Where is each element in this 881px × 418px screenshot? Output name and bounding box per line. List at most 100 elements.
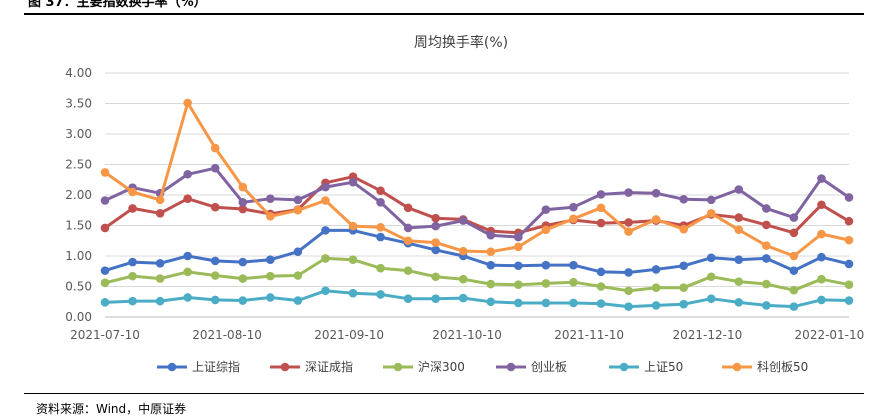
series-2 [100, 254, 854, 296]
data-point [100, 298, 110, 307]
data-point [762, 220, 771, 230]
x-tick-label: 2021-09-10 [314, 328, 384, 342]
legend-label: 深证成指 [305, 359, 353, 374]
data-point [706, 272, 716, 282]
data-point [210, 295, 220, 305]
data-point [321, 254, 330, 263]
data-point [844, 216, 854, 226]
x-tick-label: 2021-07-10 [70, 328, 140, 342]
legend-item: 创业板 [496, 360, 567, 374]
legend-swatch-marker [280, 362, 290, 372]
data-point [651, 188, 661, 198]
data-point [514, 261, 523, 271]
data-point [514, 298, 523, 308]
data-point [100, 266, 110, 275]
data-point [486, 230, 496, 240]
data-point [844, 235, 854, 245]
figure-header: 图 37：主要指数换手率（%） [28, 0, 207, 10]
data-point [100, 223, 110, 233]
data-point [541, 279, 551, 288]
data-point [100, 278, 110, 288]
data-point [210, 143, 220, 153]
series-0 [100, 226, 854, 277]
data-point [293, 195, 303, 205]
data-point [238, 257, 248, 267]
data-point [348, 221, 358, 231]
bottom-rule [24, 393, 864, 394]
data-point [238, 198, 248, 207]
series-line [104, 175, 850, 235]
data-point [403, 294, 413, 304]
data-point [183, 293, 192, 302]
data-point [762, 204, 771, 213]
data-point [266, 271, 275, 281]
y-tick-label: 3.00 [65, 127, 92, 141]
y-tick-label: 0.50 [65, 280, 92, 294]
data-point [514, 232, 523, 242]
data-point [706, 209, 716, 218]
data-point [734, 277, 744, 286]
data-point [321, 286, 330, 296]
data-point [376, 290, 385, 299]
data-point [458, 216, 468, 225]
series-3 [100, 163, 854, 242]
data-point [293, 205, 303, 215]
data-point [486, 297, 496, 307]
data-point [100, 196, 110, 205]
data-point [266, 194, 275, 203]
data-point [321, 182, 330, 192]
data-point [183, 169, 192, 179]
data-point [596, 282, 606, 291]
data-point [376, 186, 385, 196]
y-tick-label: 1.50 [65, 219, 92, 233]
data-point [210, 202, 220, 212]
y-axis: 0.00 0.50 1.00 1.50 2.00 2.50 3.00 3.50 4.00 [65, 66, 92, 324]
series-5 [100, 98, 854, 261]
y-tick-label: 2.00 [65, 188, 92, 202]
data-point [155, 274, 165, 283]
data-point [844, 193, 854, 202]
data-point [514, 242, 523, 252]
data-point [266, 212, 275, 221]
data-point [651, 265, 661, 274]
data-point [762, 301, 771, 310]
data-point [624, 188, 633, 197]
data-point [100, 168, 110, 177]
data-point [541, 298, 551, 308]
data-point [789, 228, 799, 238]
legend-label: 上证50 [644, 360, 683, 374]
data-point [238, 274, 248, 283]
data-point [706, 294, 716, 304]
data-point [238, 296, 248, 305]
data-point [817, 229, 826, 239]
data-point [348, 255, 358, 264]
y-tick-label: 0.00 [65, 310, 92, 324]
chart-title: 周均换手率(%) [414, 34, 508, 51]
data-point [210, 256, 220, 266]
series-line [104, 228, 850, 274]
data-point [706, 253, 716, 263]
y-tick-label: 1.00 [65, 249, 92, 263]
legend-label: 沪深300 [418, 360, 465, 374]
data-point [128, 271, 137, 281]
data-point [569, 260, 578, 270]
legend-swatch-marker [167, 362, 177, 372]
data-point [844, 259, 854, 269]
data-point [844, 280, 854, 289]
data-point [651, 301, 661, 310]
data-point [238, 182, 248, 192]
data-point [789, 213, 799, 222]
data-point [514, 280, 523, 289]
data-point [210, 163, 220, 173]
legend: 上证综指 深证成指 沪深300 创业板 上证50 科创板50 [157, 359, 808, 374]
legend-swatch-marker [393, 362, 403, 372]
data-point [431, 245, 440, 255]
data-point [734, 255, 744, 264]
data-point [817, 274, 826, 284]
data-point [403, 236, 413, 246]
legend-swatch-marker [619, 362, 629, 372]
data-point [486, 279, 496, 289]
series-line [104, 166, 850, 239]
data-point [651, 283, 661, 293]
